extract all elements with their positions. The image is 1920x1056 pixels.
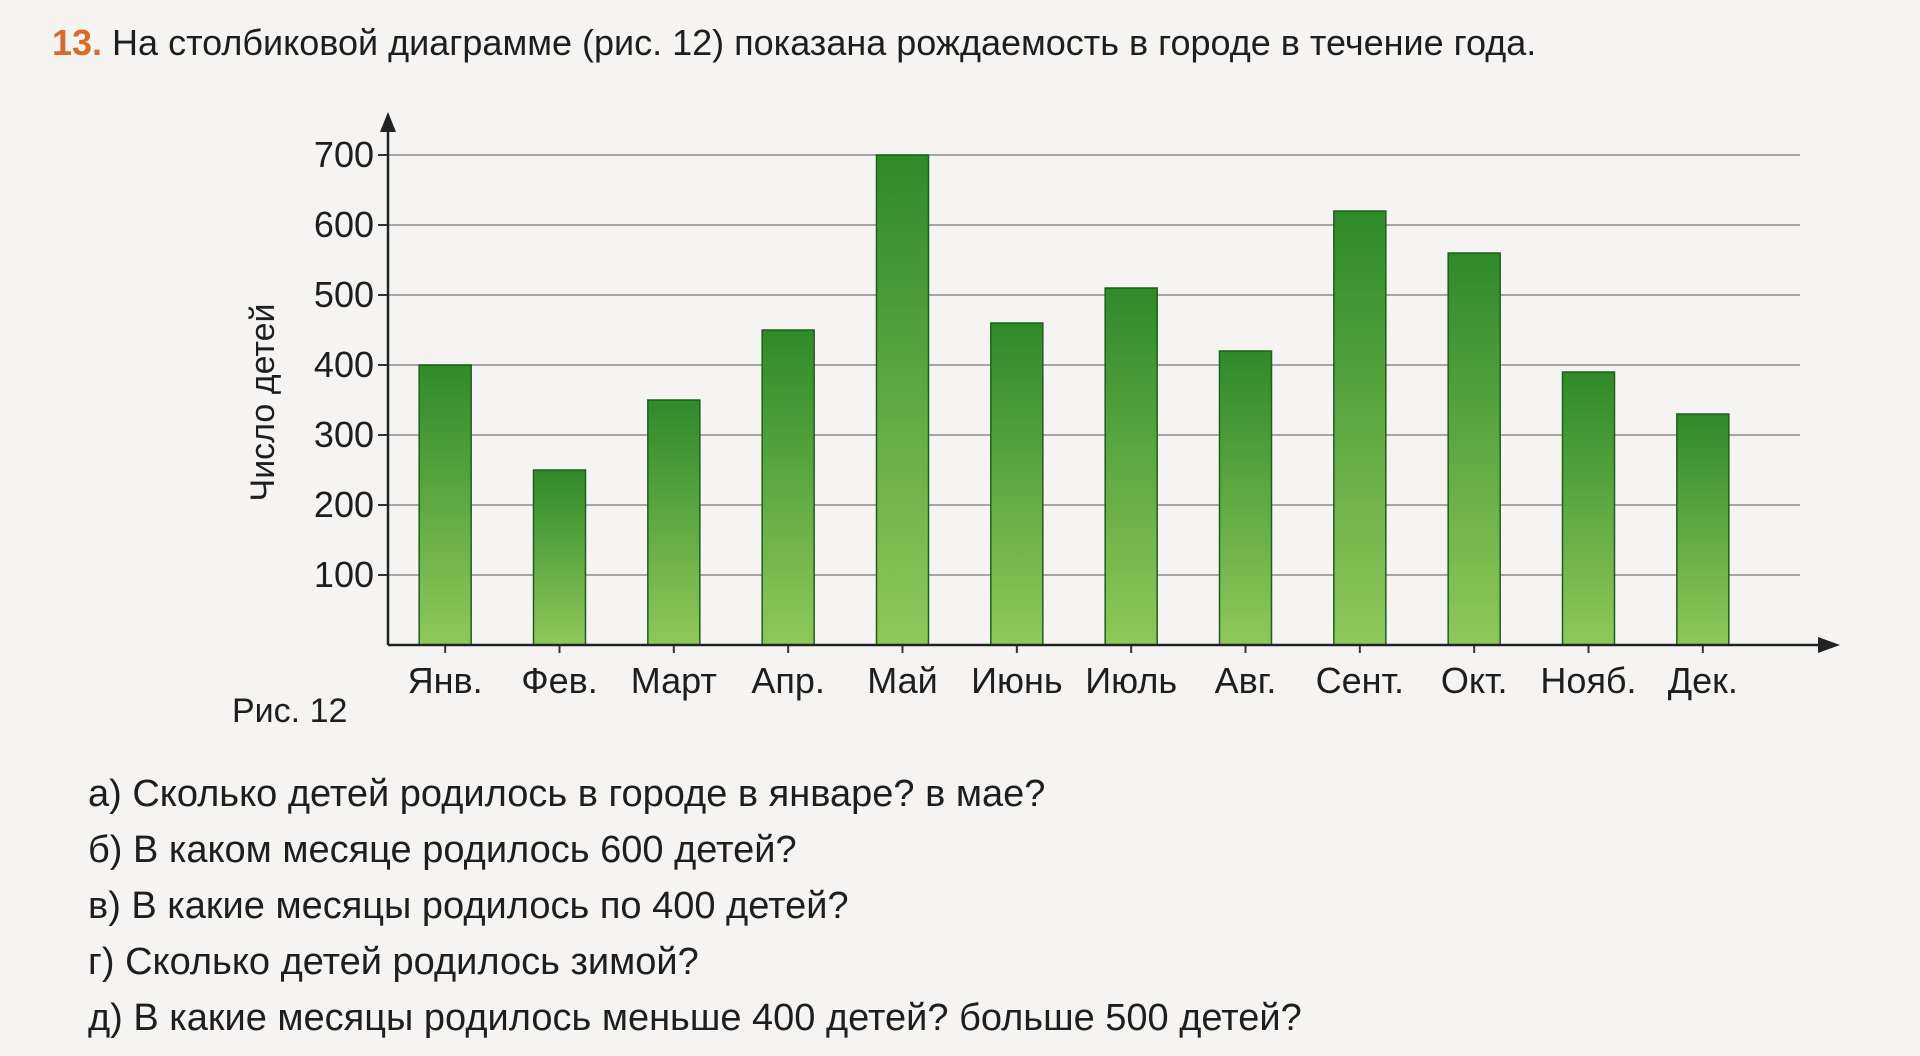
y-tick-label: 400 (314, 344, 374, 385)
question-c: в) В какие месяцы родилось по 400 детей? (88, 885, 849, 927)
bar (1676, 413, 1730, 646)
y-tick-label: 700 (314, 134, 374, 175)
bar (990, 322, 1044, 646)
bar (647, 399, 701, 646)
bar (1561, 371, 1616, 646)
question-d: г) Сколько детей родилось зимой? (88, 941, 699, 983)
bar (418, 364, 472, 646)
problem-number: 13. (52, 22, 103, 63)
bar (761, 329, 815, 646)
y-tick-label: 500 (314, 274, 374, 315)
x-tick-label: Июль (1085, 660, 1177, 701)
y-axis-label: Число детей (244, 304, 282, 502)
problem-text: На столбиковой диаграмме (рис. 12) показ… (112, 22, 1537, 63)
y-axis-arrow (380, 112, 396, 132)
bar (1218, 350, 1273, 646)
x-tick-label: Янв. (408, 660, 483, 701)
x-tick-label: Июнь (971, 660, 1063, 701)
x-tick-label: Дек. (1668, 660, 1738, 701)
bar (1333, 210, 1387, 646)
y-tick-label: 600 (314, 204, 374, 245)
x-tick-label: Фев. (521, 660, 598, 701)
x-tick-label: Май (867, 660, 938, 701)
labels: Число детей 100 200 300 400 500 600 700 Янв. Фев… (244, 134, 1738, 701)
question-a: а) Сколько детей родилось в городе в янв… (88, 773, 1046, 815)
x-tick-label: Нояб. (1540, 660, 1636, 701)
axes (378, 112, 1840, 653)
figure-caption: Рис. 12 (232, 692, 348, 730)
bars (418, 154, 1730, 646)
bar (875, 154, 930, 646)
problem-statement: 13. На столбиковой диаграмме (рис. 12) по… (52, 20, 1536, 67)
question-list: а) Сколько детей родилось в городе в янв… (88, 766, 1302, 1046)
y-tick-label: 100 (314, 554, 374, 595)
question-b: б) В каком месяце родилось 600 детей? (88, 829, 797, 871)
x-tick-label: Авг. (1215, 660, 1277, 701)
x-axis-arrow (1818, 637, 1840, 653)
y-tick-label: 300 (314, 414, 374, 455)
x-tick-label: Апр. (751, 660, 825, 701)
bar (1104, 287, 1158, 646)
x-tick-label: Сент. (1316, 660, 1404, 701)
bar (532, 469, 587, 646)
bar (1447, 252, 1501, 646)
y-tick-label: 200 (314, 484, 374, 525)
x-tick-label: Окт. (1441, 660, 1508, 701)
question-e: д) В какие месяцы родилось меньше 400 де… (88, 997, 1302, 1039)
x-tick-label: Март (631, 660, 717, 701)
